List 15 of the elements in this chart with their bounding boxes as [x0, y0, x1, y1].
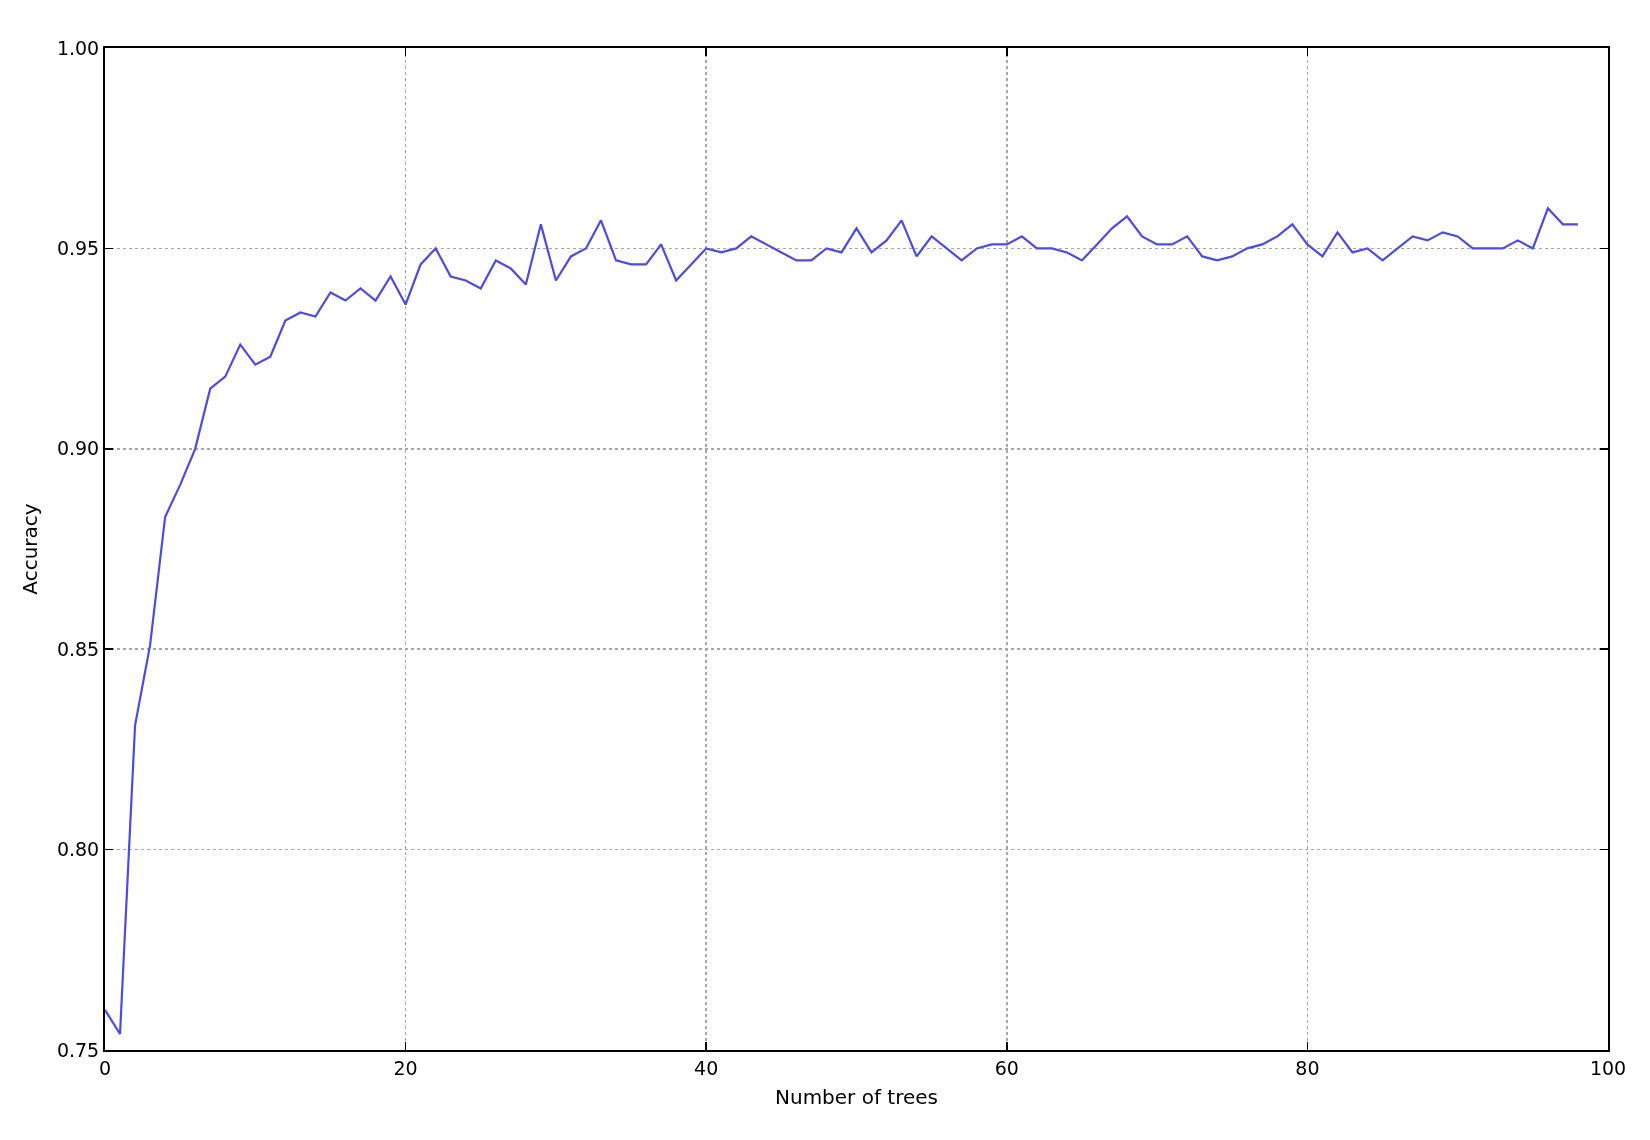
x-tick-label: 80: [1295, 1056, 1320, 1079]
y-tick-label: 1.00: [56, 36, 100, 59]
x-tick-label: 20: [393, 1056, 418, 1079]
y-axis-title: Accuracy: [17, 503, 42, 595]
x-tick-label: 0: [98, 1056, 112, 1079]
x-tick-label: 60: [994, 1056, 1019, 1079]
y-tick-label: 0.95: [56, 237, 100, 260]
x-axis-title: Number of trees: [775, 1084, 938, 1109]
x-tick-label: 100: [1589, 1056, 1627, 1079]
y-tick-label: 0.75: [56, 1038, 100, 1061]
y-tick-label: 0.80: [56, 838, 100, 861]
x-tick-label: 40: [694, 1056, 719, 1079]
y-tick-label: 0.90: [56, 437, 100, 460]
y-tick-label: 0.85: [56, 637, 100, 660]
line-series: [105, 207, 1580, 1036]
